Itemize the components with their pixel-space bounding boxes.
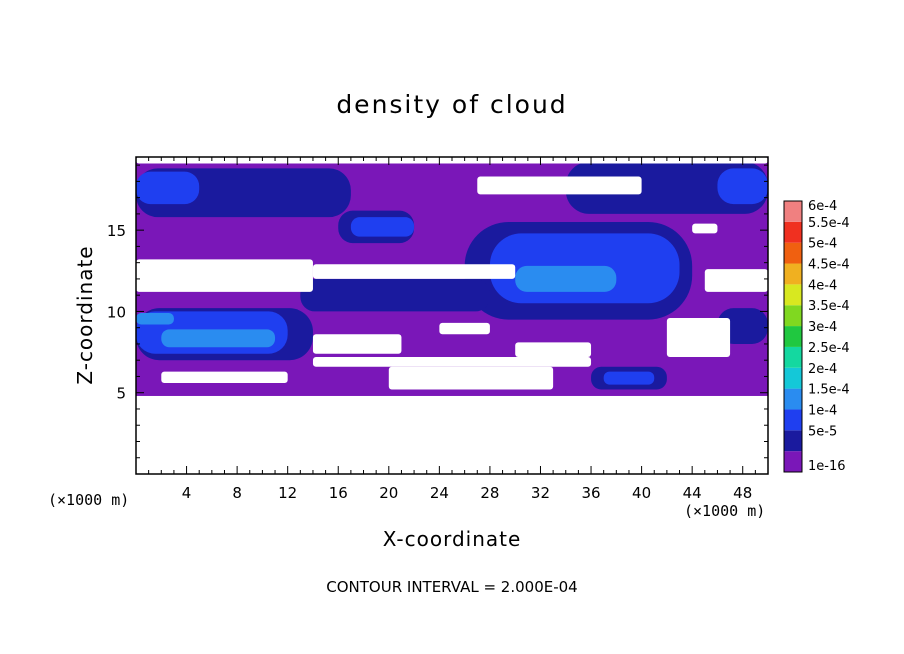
no-cloud-gap-8	[666, 317, 731, 357]
density-region-11	[350, 217, 415, 237]
no-cloud-gap-1	[692, 223, 718, 234]
colorbar-swatch-6	[784, 326, 802, 347]
x-tick-label-44: 44	[683, 484, 702, 502]
x-tick-label-20: 20	[379, 484, 398, 502]
no-cloud-gap-3	[312, 264, 516, 279]
no-cloud-gap-4	[704, 269, 768, 292]
colorbar-label-12: 6e-4	[808, 199, 837, 214]
no-cloud-gap-7	[515, 342, 592, 357]
contour-interval-note: CONTOUR INTERVAL = 2.000E-04	[326, 578, 577, 596]
x-axis-label: X-coordinate	[383, 527, 522, 551]
density-region-9	[136, 171, 200, 205]
y-unit-label: (×1000 m)	[48, 491, 129, 509]
colorbar-label-5: 2.5e-4	[808, 341, 850, 356]
density-region-10	[717, 168, 768, 205]
density-region-6	[300, 278, 490, 312]
colorbar: 1e-16 5e-5 1e-4 1.5e-4 2e-4 2.5e-4 3e-4 3.5e-4 4…	[783, 199, 850, 474]
no-cloud-gap-6	[439, 322, 490, 335]
colorbar-swatch-4	[784, 367, 802, 389]
colorbar-frame	[783, 200, 803, 473]
colorbar-swatch-9	[784, 263, 802, 285]
no-cloud-gap-5	[312, 334, 402, 354]
x-tick-label-24: 24	[430, 484, 449, 502]
no-cloud-gap-2	[136, 259, 313, 292]
density-region-2	[565, 161, 768, 214]
colorbar-label-11: 5.5e-4	[808, 216, 850, 231]
density-region-15	[161, 329, 276, 348]
colorbar-swatch-8	[784, 284, 802, 306]
y-axis-label: Z-coordinate	[73, 245, 97, 384]
density-region-14	[603, 371, 655, 385]
colorbar-swatch-5	[784, 346, 802, 368]
colorbar-label-0: 1e-16	[808, 459, 846, 474]
colorbar-swatch-2	[784, 409, 802, 431]
x-tick-label-40: 40	[632, 484, 651, 502]
x-tick-label-32: 32	[531, 484, 550, 502]
colorbar-swatch-12	[784, 201, 802, 222]
y-tick-label-10: 10	[107, 303, 126, 321]
density-region-17	[136, 313, 174, 325]
colorbar-swatch-1	[784, 430, 802, 452]
no-cloud-gap-0	[477, 176, 642, 195]
density-region-16	[515, 265, 617, 292]
no-cloud-gap-9	[312, 356, 592, 367]
y-tick-label-15: 15	[107, 222, 126, 240]
x-tick-label-8: 8	[232, 484, 242, 502]
y-tick-label-5: 5	[116, 385, 126, 403]
x-tick-label-4: 4	[182, 484, 192, 502]
chart-title: density of cloud	[336, 90, 567, 119]
density-field	[136, 157, 768, 396]
x-tick-label-16: 16	[329, 484, 348, 502]
x-tick-label-12: 12	[278, 484, 297, 502]
x-axis-ticks: 4 8 12 16 20 24 28 32 36 40 44 48	[148, 157, 756, 502]
colorbar-swatch-3	[784, 388, 802, 410]
colorbar-label-3: 1.5e-4	[808, 383, 850, 398]
no-cloud-gap-11	[161, 371, 288, 383]
colorbar-swatch-7	[784, 305, 802, 327]
x-tick-label-48: 48	[733, 484, 752, 502]
x-unit-label: (×1000 m)	[684, 502, 765, 520]
x-tick-label-36: 36	[581, 484, 600, 502]
colorbar-label-6: 3e-4	[808, 320, 837, 335]
colorbar-swatch-11	[784, 221, 802, 243]
colorbar-label-7: 3.5e-4	[808, 299, 850, 314]
no-cloud-gap-10	[388, 366, 554, 390]
colorbar-label-4: 2e-4	[808, 362, 837, 377]
colorbar-swatch-10	[784, 242, 802, 264]
x-tick-label-28: 28	[480, 484, 499, 502]
colorbar-label-1: 5e-5	[808, 424, 837, 439]
colorbar-label-9: 4.5e-4	[808, 258, 850, 273]
colorbar-label-8: 4e-4	[808, 278, 837, 293]
colorbar-label-10: 5e-4	[808, 237, 837, 252]
colorbar-swatch-0	[784, 451, 802, 472]
y-axis-ticks: 5 10 15	[107, 164, 768, 459]
colorbar-label-2: 1e-4	[808, 403, 837, 418]
